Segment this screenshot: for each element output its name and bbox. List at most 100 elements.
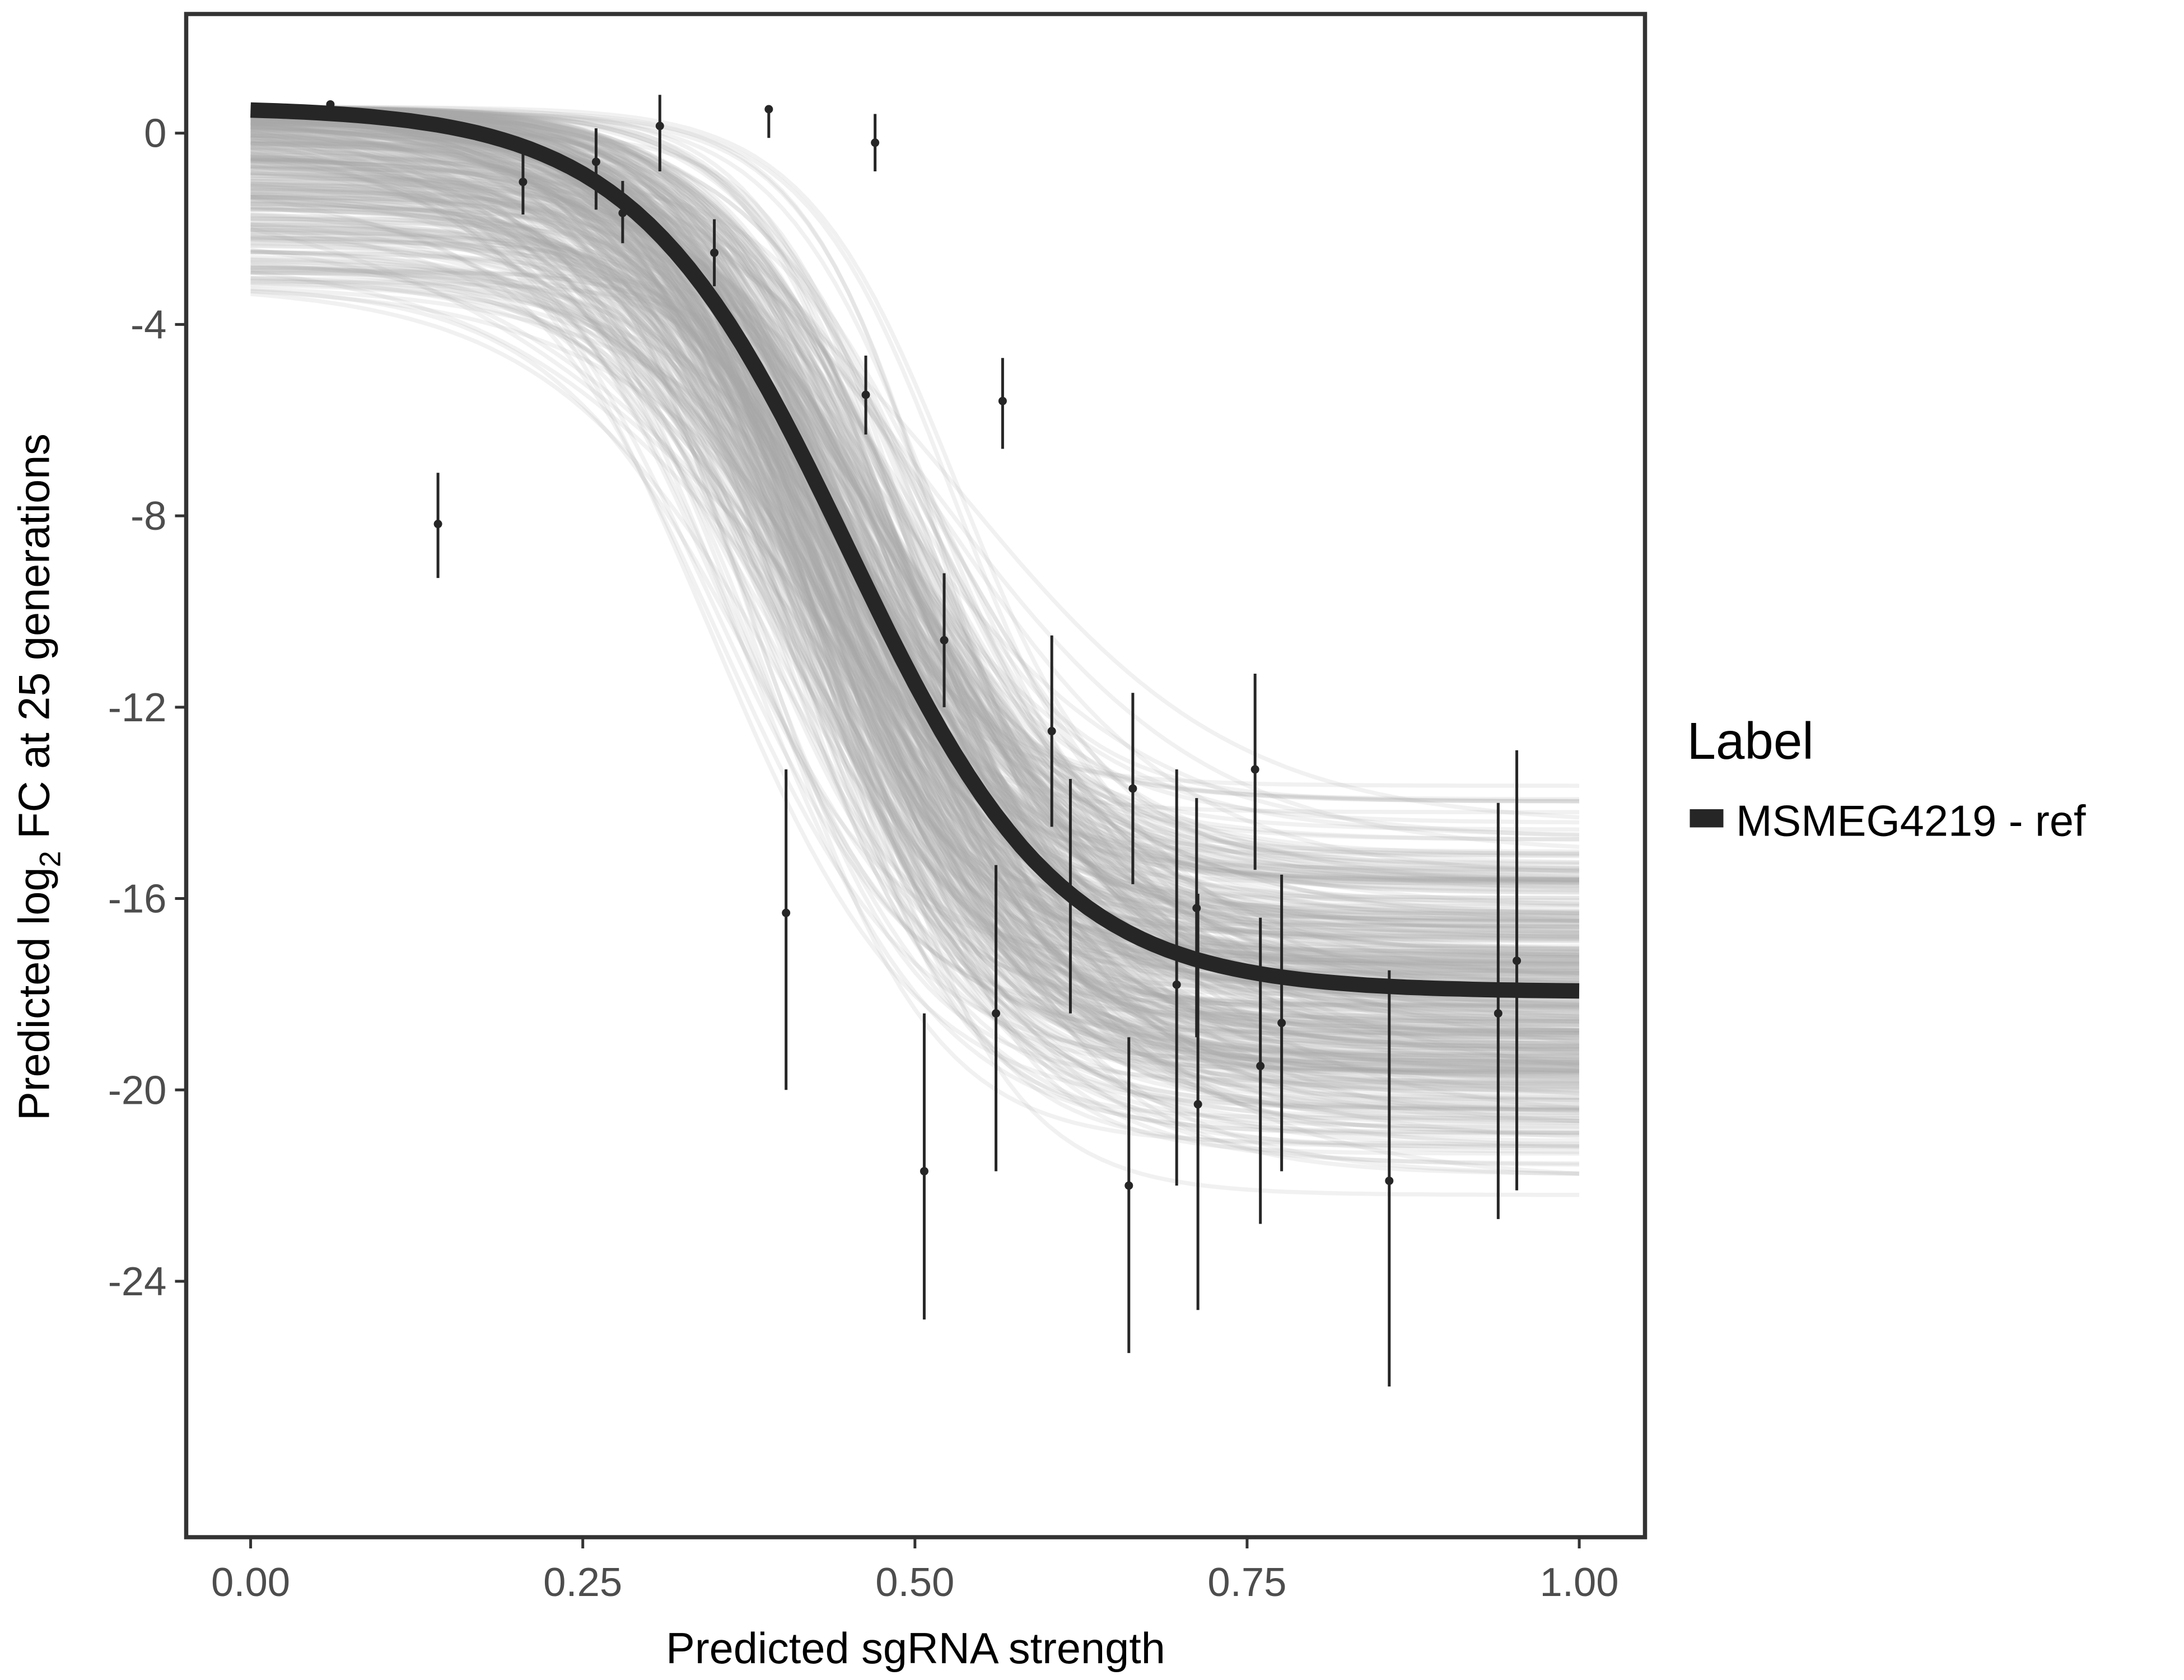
posterior-draw-line — [250, 105, 1579, 814]
posterior-draw-line — [250, 279, 1580, 895]
posterior-draw-line — [250, 124, 1580, 941]
posterior-draw-line — [250, 262, 1580, 918]
posterior-draw-line — [250, 107, 1579, 882]
data-point — [618, 208, 627, 217]
posterior-draw-line — [250, 170, 1580, 1033]
posterior-draw-line — [250, 241, 1580, 832]
posterior-draw-line — [250, 106, 1580, 1024]
posterior-draw-line — [250, 286, 1580, 998]
posterior-draw-line — [250, 189, 1579, 1068]
posterior-draw-line — [250, 217, 1580, 1004]
posterior-draw-line — [250, 234, 1580, 1103]
x-tick-label: 0.25 — [543, 1560, 622, 1605]
posterior-draw-line — [250, 106, 1579, 1008]
posterior-draw-line — [250, 159, 1579, 939]
x-axis: 0.00 0.25 0.50 0.75 1.00 — [211, 1537, 1619, 1605]
x-tick-label: 0.75 — [1207, 1560, 1286, 1605]
posterior-draw-line — [250, 106, 1579, 1023]
posterior-draw-line — [250, 146, 1580, 973]
posterior-draw-line — [250, 195, 1580, 982]
x-tick-label: 0.00 — [211, 1560, 290, 1605]
y-axis-title-rest: FC at 25 generations — [11, 433, 59, 851]
fit-curve — [250, 102, 1580, 999]
posterior-draw-line — [250, 192, 1579, 962]
posterior-draw-line — [250, 202, 1579, 908]
posterior-draw-line — [250, 109, 1580, 1091]
posterior-draw-line — [250, 222, 1579, 1118]
data-point — [782, 908, 791, 917]
posterior-draw-line — [250, 201, 1579, 801]
posterior-draw-line — [250, 107, 1579, 929]
posterior-draw-line — [250, 125, 1580, 923]
posterior-draw-line — [250, 120, 1580, 1035]
posterior-draw-line — [250, 232, 1579, 1112]
posterior-draw-line — [250, 176, 1580, 881]
posterior-draw-line — [250, 105, 1579, 884]
posterior-draw-line — [250, 148, 1580, 1123]
posterior-draw-line — [250, 107, 1580, 1046]
posterior-draw-line — [250, 249, 1580, 1046]
posterior-draw-line — [250, 106, 1580, 1129]
posterior-draw-line — [250, 153, 1579, 1150]
posterior-draw-line — [250, 159, 1579, 970]
posterior-draw-line — [250, 151, 1580, 995]
posterior-draw-line — [250, 179, 1579, 857]
posterior-draw-line — [250, 106, 1579, 1023]
posterior-draw-line — [250, 185, 1579, 882]
posterior-draw-line — [250, 197, 1579, 965]
posterior-draw-line — [250, 120, 1579, 1096]
posterior-draw-line — [250, 195, 1580, 1040]
posterior-draw-line — [250, 115, 1580, 879]
data-point — [1385, 1177, 1394, 1186]
posterior-draw-line — [250, 187, 1579, 915]
posterior-draw-line — [250, 124, 1580, 995]
posterior-draw-line — [250, 269, 1580, 1006]
data-point — [1250, 765, 1259, 774]
posterior-draw-line — [250, 236, 1579, 1072]
posterior-draw-line — [250, 114, 1580, 983]
posterior-draw-line — [250, 125, 1580, 1025]
posterior-draw-line — [250, 105, 1579, 1002]
y-tick-label: -12 — [108, 685, 167, 730]
data-point — [1172, 980, 1181, 989]
posterior-draw-line — [250, 134, 1580, 1080]
posterior-draw-line — [250, 143, 1580, 998]
posterior-draw-line — [250, 160, 1580, 1010]
posterior-draw-line — [250, 276, 1580, 1033]
posterior-draw-line — [250, 110, 1580, 1033]
posterior-draw-line — [250, 250, 1579, 903]
posterior-draw-line — [250, 106, 1580, 1066]
posterior-draw-line — [250, 222, 1580, 1143]
posterior-draw-line — [250, 119, 1579, 1048]
posterior-draw-line — [250, 181, 1579, 1084]
posterior-draw-line — [250, 129, 1579, 1137]
posterior-draw-line — [250, 108, 1579, 1045]
legend-title: Label — [1687, 712, 1814, 770]
posterior-draw-line — [250, 124, 1580, 838]
posterior-draw-line — [250, 181, 1579, 885]
posterior-draw-line — [250, 139, 1580, 1021]
posterior-draw-line — [250, 124, 1580, 1090]
posterior-draw-line — [250, 276, 1580, 1009]
posterior-draw-line — [250, 141, 1579, 1058]
posterior-draw-line — [250, 105, 1579, 923]
posterior-draw-line — [250, 225, 1579, 924]
posterior-draw-line — [250, 106, 1580, 1086]
posterior-draw-line — [250, 165, 1579, 842]
posterior-draw-line — [250, 171, 1580, 1070]
posterior-draw-line — [250, 106, 1579, 1070]
posterior-draw-line — [250, 111, 1580, 1041]
posterior-draw-line — [250, 193, 1579, 913]
posterior-draw-line — [250, 234, 1579, 933]
posterior-draw-line — [250, 126, 1580, 1063]
posterior-draw-line — [250, 111, 1579, 959]
posterior-draw-line — [250, 288, 1579, 1054]
posterior-draw-line — [250, 228, 1579, 1061]
posterior-draw-line — [250, 158, 1580, 1068]
posterior-draw-line — [250, 113, 1580, 1016]
posterior-draw-line — [250, 266, 1580, 871]
posterior-draw-line — [250, 141, 1579, 1043]
posterior-draw-line — [250, 174, 1580, 1054]
posterior-draw-line — [250, 270, 1579, 886]
posterior-draw-line — [250, 120, 1580, 1000]
